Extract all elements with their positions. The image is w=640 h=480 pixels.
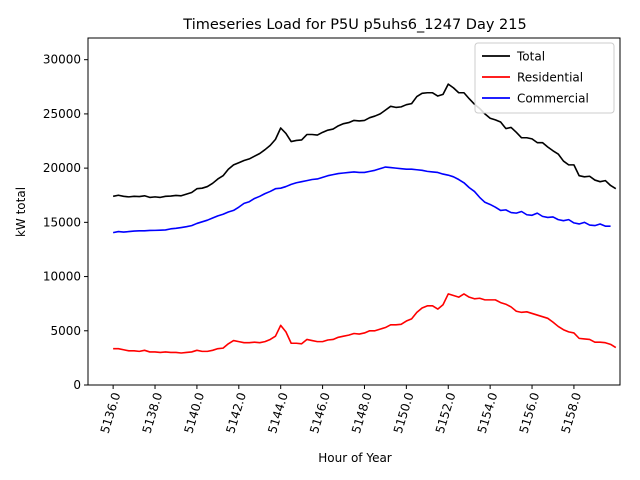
- chart-title: Timeseries Load for P5U p5uhs6_1247 Day …: [182, 17, 526, 33]
- y-axis: 0 5000 10000 15000 20000 25000 30000: [43, 53, 88, 392]
- legend-label-residential: Residential: [517, 71, 583, 85]
- y-tick-label: 5000: [50, 324, 81, 338]
- x-axis-label: Hour of Year: [318, 451, 392, 465]
- y-tick-label: 30000: [43, 53, 81, 67]
- series-line-residential: [113, 293, 617, 354]
- y-tick-label: 25000: [43, 107, 81, 121]
- series-line-commercial: [112, 166, 611, 234]
- legend: Total Residential Commercial: [474, 42, 615, 114]
- legend-label-total: Total: [516, 50, 545, 64]
- y-tick-label: 15000: [43, 215, 81, 229]
- y-axis-label: kW total: [14, 187, 28, 237]
- legend-label-commercial: Commercial: [517, 92, 589, 106]
- series-line-total: [112, 83, 617, 199]
- y-tick-label: 0: [73, 378, 81, 392]
- y-tick-label: 10000: [43, 270, 81, 284]
- y-tick-label: 20000: [43, 161, 81, 175]
- legend-frame: [474, 42, 615, 114]
- series-layer: [112, 83, 617, 354]
- plot-frame: [87, 37, 621, 386]
